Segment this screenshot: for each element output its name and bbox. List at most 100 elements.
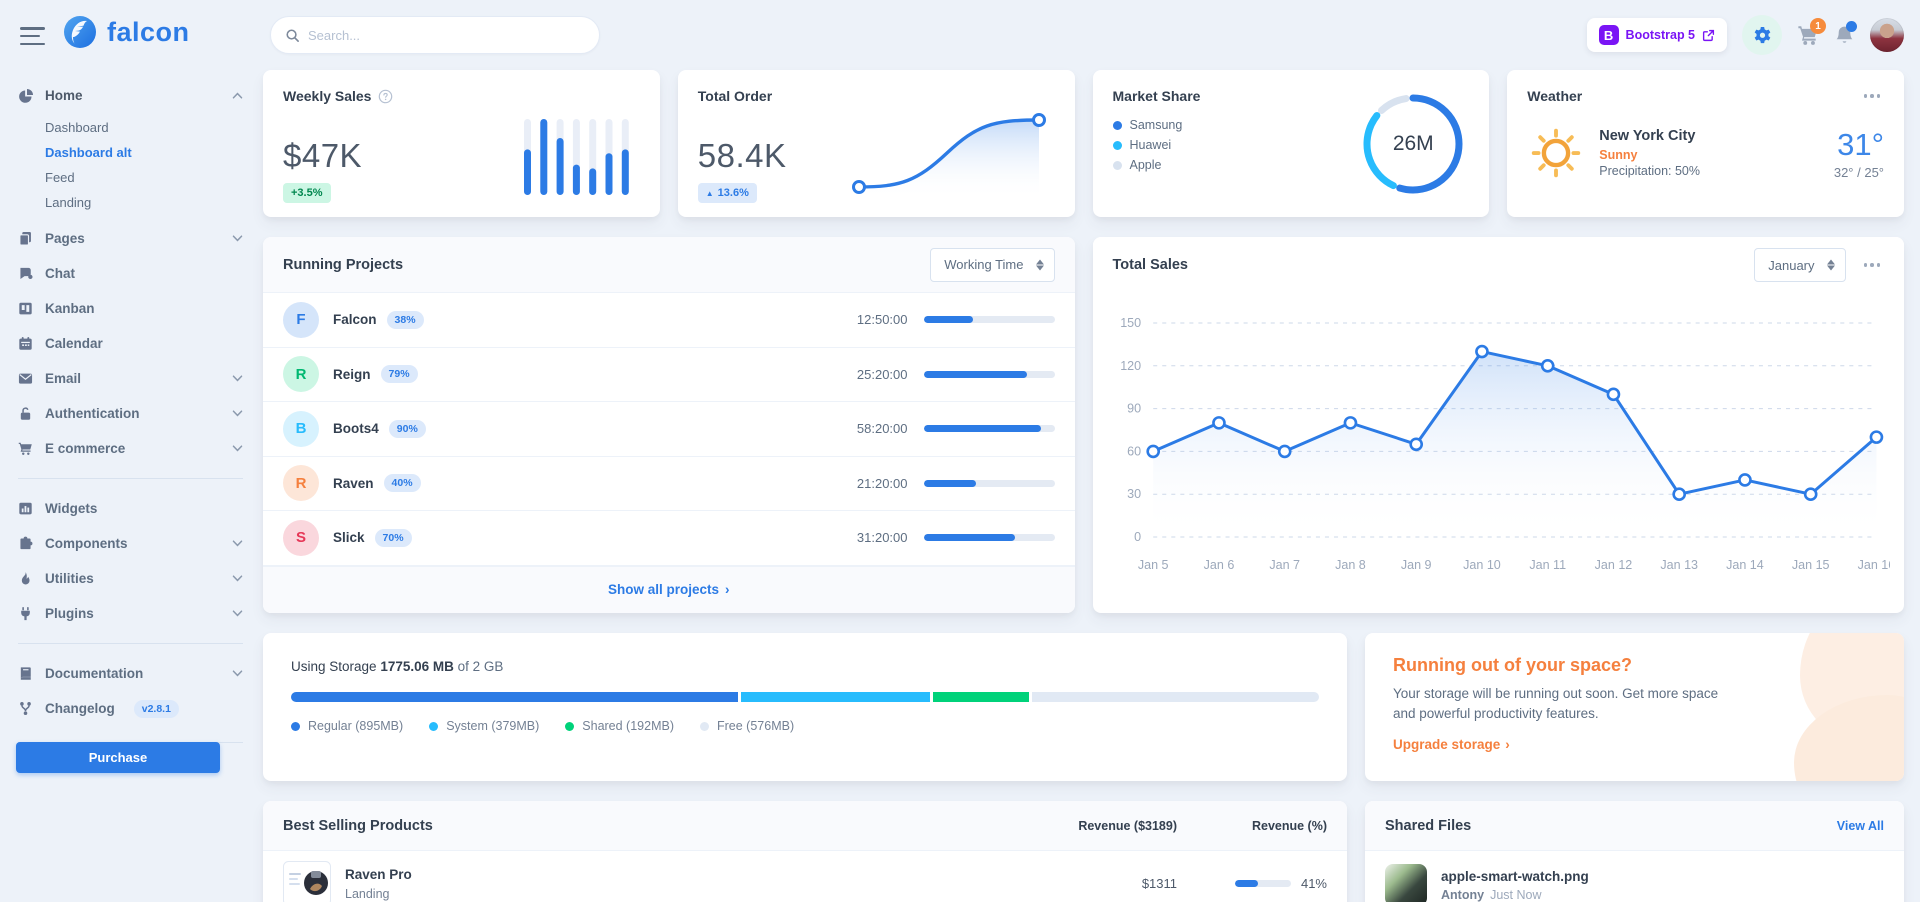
running-projects-title: Running Projects bbox=[283, 256, 404, 273]
legend-label: Samsung bbox=[1129, 118, 1183, 132]
project-percent-badge: 38% bbox=[386, 310, 424, 329]
sidebar-item-e-commerce[interactable]: E commerce bbox=[18, 431, 243, 466]
shared-files-title: Shared Files bbox=[1385, 817, 1472, 834]
weather-menu-button[interactable] bbox=[1860, 90, 1885, 102]
svg-text:Jan 5: Jan 5 bbox=[1137, 558, 1168, 572]
weather-city: New York City bbox=[1599, 128, 1696, 144]
file-meta: Antony Just Now bbox=[1441, 888, 1589, 902]
main-content: Weekly Sales $47K +3.5% Total Or bbox=[263, 70, 1904, 902]
gear-icon bbox=[1753, 26, 1772, 45]
storage-legend-item: System (379MB) bbox=[429, 719, 539, 733]
space-card-title: Running out of your space? bbox=[1393, 655, 1632, 675]
project-name[interactable]: Raven bbox=[333, 475, 374, 491]
sidebar-item-home[interactable]: Home bbox=[18, 78, 243, 113]
sidebar-item-pages[interactable]: Pages bbox=[18, 221, 243, 256]
project-time: 25:20:00 bbox=[856, 366, 908, 382]
sidebar-item-label: Email bbox=[45, 371, 82, 386]
sidebar-item-label: Home bbox=[45, 88, 83, 103]
purchase-button[interactable]: Purchase bbox=[16, 742, 220, 773]
upgrade-storage-link[interactable]: Upgrade storage › bbox=[1393, 737, 1510, 753]
month-select[interactable]: January bbox=[1754, 248, 1846, 282]
project-name[interactable]: Reign bbox=[333, 366, 371, 382]
chevron-down-icon bbox=[232, 235, 243, 242]
weather-title: Weather bbox=[1527, 88, 1583, 104]
storage-legend-label: Shared (192MB) bbox=[582, 719, 674, 733]
project-name[interactable]: Falcon bbox=[333, 312, 377, 328]
storage-usage-text: Using Storage 1775.06 MB of 2 GB bbox=[291, 659, 504, 674]
bootstrap5-badge[interactable]: B Bootstrap 5 bbox=[1586, 18, 1727, 52]
running-projects-card: Running Projects Working Time F Falcon 38%… bbox=[263, 237, 1075, 613]
sidebar-item-label: Widgets bbox=[45, 501, 98, 516]
fire-icon bbox=[18, 571, 34, 586]
project-avatar: R bbox=[283, 465, 319, 502]
weekly-sales-value: $47K bbox=[283, 137, 363, 174]
brand-logo[interactable]: falcon bbox=[62, 14, 190, 50]
product-text: Raven Pro Landing bbox=[345, 866, 412, 901]
svg-text:60: 60 bbox=[1127, 444, 1141, 458]
project-row-reign: R Reign 79% 25:20:00 bbox=[263, 348, 1075, 402]
legend-label: Huawei bbox=[1129, 138, 1172, 152]
weather-card: Weather New York City Sunn bbox=[1507, 70, 1904, 217]
legend-dot bbox=[1112, 140, 1122, 150]
project-progress-fill bbox=[923, 425, 1042, 433]
svg-text:120: 120 bbox=[1120, 359, 1141, 373]
show-all-projects-link[interactable]: Show all projects › bbox=[263, 565, 1075, 613]
legend-item-apple: Apple bbox=[1112, 158, 1470, 172]
chevron-down-icon bbox=[232, 575, 243, 582]
weather-temperature: 31° bbox=[1837, 126, 1884, 162]
sidebar-item-dashboard-alt[interactable]: Dashboard alt bbox=[45, 145, 132, 160]
weekly-sales-title: Weekly Sales bbox=[283, 88, 372, 104]
sidebar-item-widgets[interactable]: Widgets bbox=[18, 491, 243, 526]
sidebar-nav: Home Dashboard Dashboard alt Feed Landing Pag… bbox=[18, 78, 243, 743]
sun-icon bbox=[1525, 122, 1587, 184]
sidebar-item-chat[interactable]: Chat bbox=[18, 256, 243, 291]
help-icon[interactable] bbox=[378, 89, 393, 104]
sidebar-item-changelog[interactable]: Changelog v2.8.1 bbox=[18, 691, 243, 726]
product-category[interactable]: Landing bbox=[345, 887, 390, 901]
storage-card: Using Storage 1775.06 MB of 2 GB Regular… bbox=[263, 633, 1347, 781]
user-avatar[interactable] bbox=[1870, 18, 1904, 52]
working-time-select[interactable]: Working Time bbox=[930, 247, 1055, 282]
cart-button[interactable]: 1 bbox=[1797, 18, 1826, 46]
chevron-up-icon bbox=[232, 92, 243, 99]
svg-text:Jan 14: Jan 14 bbox=[1726, 558, 1764, 572]
sidebar-item-documentation[interactable]: Documentation bbox=[18, 656, 243, 691]
total-sales-line-chart: 0 30 60 90 120 150 Jan 5 Jan 6 Jan 7 Jan 8 Jan 9 Ja… bbox=[1093, 293, 1905, 585]
total-order-title: Total Order bbox=[697, 88, 773, 104]
settings-gear-button[interactable] bbox=[1742, 15, 1782, 55]
sidebar-item-plugins[interactable]: Plugins bbox=[18, 596, 243, 631]
notifications-bell-button[interactable] bbox=[1834, 20, 1857, 46]
search-input[interactable] bbox=[308, 27, 585, 43]
svg-text:Jan 16: Jan 16 bbox=[1857, 558, 1890, 572]
project-name[interactable]: Boots4 bbox=[333, 421, 379, 437]
search-box[interactable] bbox=[270, 16, 600, 54]
file-user[interactable]: Antony bbox=[1441, 887, 1485, 902]
book-icon bbox=[18, 666, 34, 681]
sidebar-item-landing[interactable]: Landing bbox=[45, 195, 92, 210]
total-order-line-chart bbox=[843, 99, 1061, 205]
sidebar-item-label: Documentation bbox=[45, 666, 144, 681]
legend-dot bbox=[1112, 120, 1122, 130]
file-name[interactable]: apple-smart-watch.png bbox=[1441, 868, 1589, 884]
total-sales-menu-button[interactable] bbox=[1860, 259, 1885, 271]
sidebar-item-kanban[interactable]: Kanban bbox=[18, 291, 243, 326]
sidebar-item-components[interactable]: Components bbox=[18, 526, 243, 561]
view-all-link[interactable]: View All bbox=[1836, 818, 1884, 833]
running-projects-list: F Falcon 38% 12:50:00 R Reign 79% 25:20:00 B Boot… bbox=[263, 293, 1075, 566]
weekly-sales-badge: +3.5% bbox=[283, 183, 331, 203]
project-row-falcon: F Falcon 38% 12:50:00 bbox=[263, 293, 1075, 348]
sidebar-item-feed[interactable]: Feed bbox=[45, 170, 75, 185]
total-order-value: 58.4K bbox=[697, 137, 787, 174]
sidebar-item-authentication[interactable]: Authentication bbox=[18, 396, 243, 431]
hamburger-menu-button[interactable] bbox=[20, 27, 45, 45]
sidebar-item-email[interactable]: Email bbox=[18, 361, 243, 396]
sidebar-item-calendar[interactable]: Calendar bbox=[18, 326, 243, 361]
best-selling-list: Raven Pro Landing $1311 41% bbox=[263, 851, 1347, 902]
sidebar-item-utilities[interactable]: Utilities bbox=[18, 561, 243, 596]
storage-legend-label: Regular (895MB) bbox=[308, 719, 404, 733]
product-name[interactable]: Raven Pro bbox=[345, 867, 412, 882]
market-share-total: 26M bbox=[1392, 132, 1434, 155]
project-name[interactable]: Slick bbox=[333, 530, 365, 546]
search-icon bbox=[285, 28, 300, 43]
sidebar-item-dashboard[interactable]: Dashboard bbox=[45, 120, 109, 135]
